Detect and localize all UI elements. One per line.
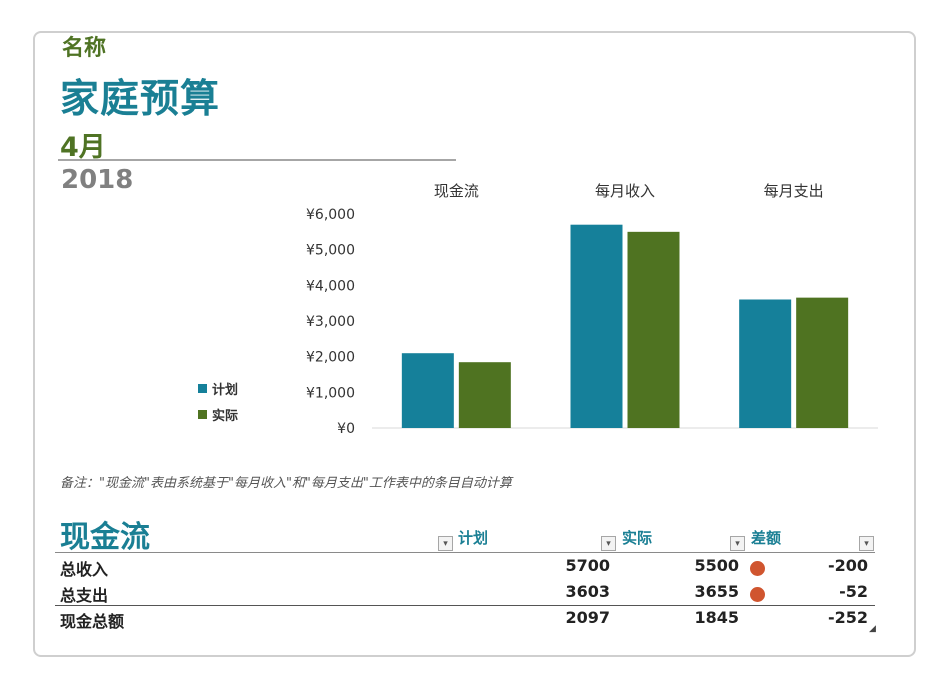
bar-actual [458,362,511,428]
bar-plan [401,353,454,428]
cell-expense-diff[interactable]: -52 [839,582,868,601]
chart-note: 备注："现金流"表由系统基于"每月收入"和"每月支出"工作表中的条目自动计算 [60,476,512,491]
y-tick-label: ¥1,000 [306,385,355,401]
cell-total-actual[interactable]: 1845 [694,608,739,627]
page-title[interactable]: 家庭预算 [60,77,221,122]
bar-plan [739,299,792,428]
legend-swatch-actual [198,409,207,419]
row-label-expense[interactable]: 总支出 [60,586,109,605]
y-tick-label: ¥6,000 [306,207,355,223]
bar-actual [627,231,680,428]
filter-dropdown-label-column[interactable]: ▾ [438,536,453,551]
y-tick-label: ¥3,000 [306,314,355,330]
y-tick-label: ¥4,000 [306,278,355,294]
legend-item-plan: 计划 [198,375,238,401]
column-header-plan[interactable]: 计划 [458,529,489,547]
column-header-actual[interactable]: 实际 [622,529,653,547]
cell-income-plan[interactable]: 5700 [565,556,610,575]
year-label[interactable]: 2018 [61,165,134,195]
category-label: 每月收入 [595,182,655,200]
legend-label-plan: 计划 [212,382,239,398]
name-label[interactable]: 名称 [62,36,107,61]
cell-total-diff[interactable]: -252 [827,608,868,627]
y-tick-label: ¥5,000 [306,243,355,259]
y-tick-label: ¥0 [337,421,355,437]
filter-dropdown-plan[interactable]: ▾ [601,536,616,551]
row-label-total[interactable]: 现金总额 [60,612,125,631]
total-row-divider [55,605,875,606]
cell-income-actual[interactable]: 5500 [694,556,739,575]
legend-item-actual: 实际 [198,401,238,427]
table-resize-handle-icon[interactable]: ◢ [869,624,876,634]
row-label-income[interactable]: 总收入 [60,560,109,579]
legend-swatch-plan [198,383,207,393]
category-label: 每月支出 [764,182,824,200]
column-header-diff[interactable]: 差额 [751,529,782,547]
month-label[interactable]: 4月 [60,132,106,163]
category-label: 现金流 [434,182,479,200]
filter-dropdown-diff[interactable]: ▾ [859,536,874,551]
legend-label-actual: 实际 [212,408,239,424]
y-tick-label: ¥2,000 [306,350,355,366]
bar-plan [570,224,623,428]
income-variance-indicator-icon [750,561,765,576]
budget-chart[interactable]: ¥6,000 ¥5,000 ¥4,000 ¥3,000 ¥2,000 ¥1,000 ¥0 现金… [290,170,890,445]
cell-income-diff[interactable]: -200 [827,556,868,575]
cell-expense-plan[interactable]: 3603 [565,582,610,601]
chart-legend[interactable]: 计划 实际 [198,375,238,427]
bar-actual [796,297,849,428]
table-header-divider [55,552,875,553]
filter-dropdown-actual[interactable]: ▾ [730,536,745,551]
cashflow-section-title[interactable]: 现金流 [60,520,150,555]
title-divider [58,159,456,161]
cell-expense-actual[interactable]: 3655 [694,582,739,601]
cell-total-plan[interactable]: 2097 [565,608,610,627]
expense-variance-indicator-icon [750,587,765,602]
